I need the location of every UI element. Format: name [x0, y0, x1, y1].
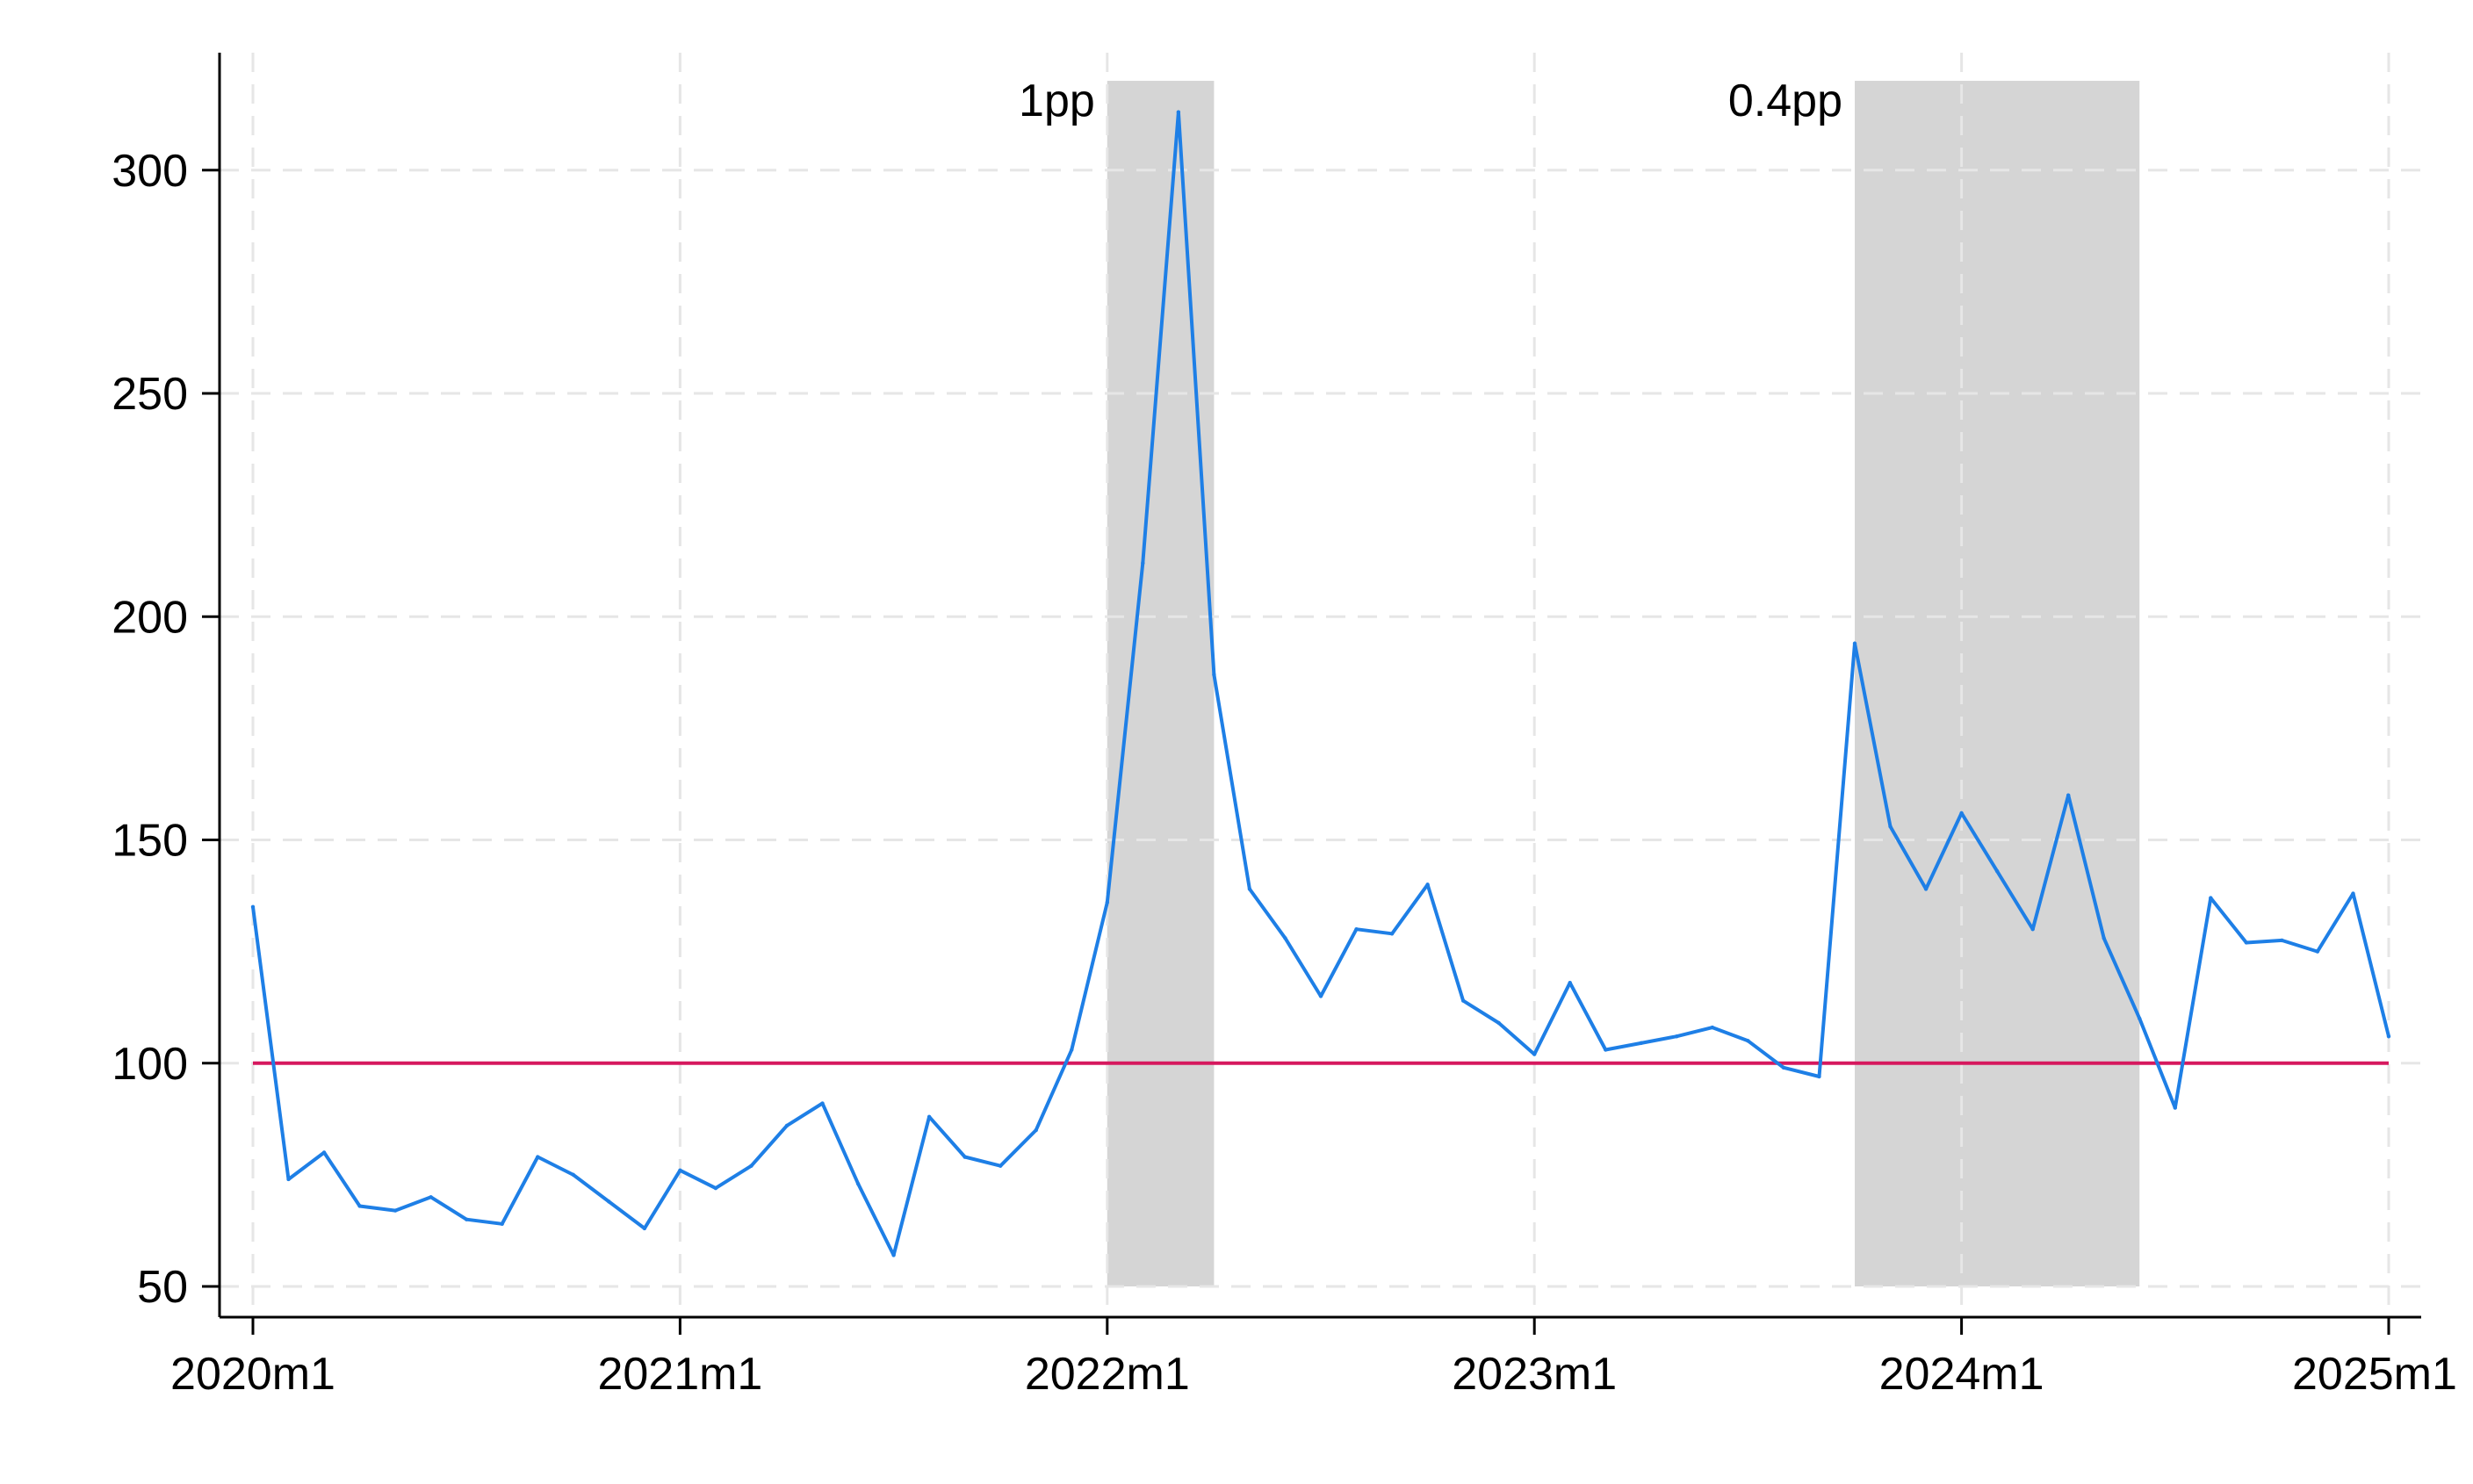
data-point — [2030, 927, 2035, 932]
data-point — [678, 1168, 682, 1172]
data-point — [465, 1217, 469, 1221]
data-point — [2280, 938, 2284, 943]
data-point — [1710, 1025, 1715, 1030]
data-point — [429, 1195, 433, 1199]
data-point — [784, 1123, 789, 1128]
data-point — [1604, 1048, 1608, 1052]
data-point — [1496, 1020, 1501, 1026]
data-point — [1959, 810, 1964, 816]
data-point — [1354, 927, 1359, 932]
data-point — [1212, 673, 1216, 677]
data-point — [1852, 641, 1857, 645]
data-point — [1568, 981, 1572, 985]
data-point — [999, 1163, 1003, 1168]
y-tick-label: 300 — [112, 146, 188, 197]
y-tick-label: 50 — [137, 1262, 188, 1313]
data-point — [1532, 1052, 1537, 1056]
shaded-region-2 — [1855, 81, 2140, 1286]
data-point — [1675, 1034, 1679, 1039]
labels: 1pp 0.4pp 50 100 150 200 250 300 2020m1 2021m1 202… — [112, 76, 2457, 1400]
data-point — [963, 1155, 967, 1159]
series-layer — [250, 110, 2391, 1257]
data-point — [286, 1177, 291, 1182]
data-point — [250, 904, 256, 909]
data-point — [393, 1208, 398, 1213]
data-point — [855, 1181, 861, 1186]
data-point — [1817, 1074, 1821, 1079]
y-tick-label: 150 — [112, 816, 188, 867]
data-point — [2066, 793, 2071, 797]
data-point — [1389, 932, 1395, 936]
data-point — [1888, 825, 1893, 829]
x-tick-label: 2022m1 — [1025, 1349, 1190, 1400]
shaded-region-label-2: 0.4pp — [1728, 76, 1842, 126]
axes — [202, 53, 2421, 1335]
data-point — [1781, 1065, 1786, 1070]
x-tick-label: 2021m1 — [597, 1349, 762, 1400]
shaded-regions — [1107, 81, 2140, 1286]
data-point — [1994, 868, 2000, 874]
x-tick-label: 2024m1 — [1879, 1349, 2044, 1400]
shaded-region-1 — [1107, 81, 1215, 1286]
y-tick-label: 200 — [112, 592, 188, 643]
data-point — [1923, 887, 1929, 891]
x-tick-label: 2023m1 — [1452, 1349, 1617, 1400]
data-point — [2209, 896, 2213, 900]
data-point — [2386, 1034, 2391, 1039]
data-point — [2102, 936, 2106, 940]
data-point — [1425, 882, 1430, 887]
data-point — [357, 1204, 362, 1208]
data-point — [1176, 110, 1181, 114]
data-point — [1283, 936, 1287, 940]
data-point — [1639, 1041, 1644, 1046]
data-point — [820, 1101, 825, 1106]
data-point — [2173, 1106, 2177, 1110]
data-point — [749, 1163, 753, 1168]
data-point — [607, 1199, 611, 1204]
x-tick-label: 2025m1 — [2292, 1349, 2457, 1400]
data-point — [2244, 940, 2249, 945]
data-point — [1460, 998, 1466, 1003]
y-tick-label: 100 — [112, 1039, 188, 1090]
data-point — [321, 1150, 327, 1155]
data-point — [1070, 1048, 1074, 1052]
shaded-region-label-1: 1pp — [1019, 76, 1095, 126]
data-point — [571, 1172, 575, 1178]
data-point — [1105, 900, 1110, 904]
data-point — [713, 1185, 718, 1191]
data-point — [926, 1114, 932, 1119]
data-point — [500, 1221, 504, 1227]
data-point — [1141, 561, 1145, 566]
data-point — [536, 1155, 540, 1159]
data-point — [2351, 891, 2355, 896]
data-point — [2315, 949, 2320, 954]
data-point — [1034, 1127, 1038, 1133]
data-point — [1318, 994, 1323, 998]
data-point — [891, 1253, 896, 1257]
x-tick-label: 2020m1 — [170, 1349, 335, 1400]
y-tick-label: 250 — [112, 369, 188, 420]
data-point — [2138, 1016, 2142, 1021]
data-point — [1746, 1039, 1750, 1043]
data-point — [642, 1226, 647, 1231]
data-point — [1247, 887, 1252, 891]
